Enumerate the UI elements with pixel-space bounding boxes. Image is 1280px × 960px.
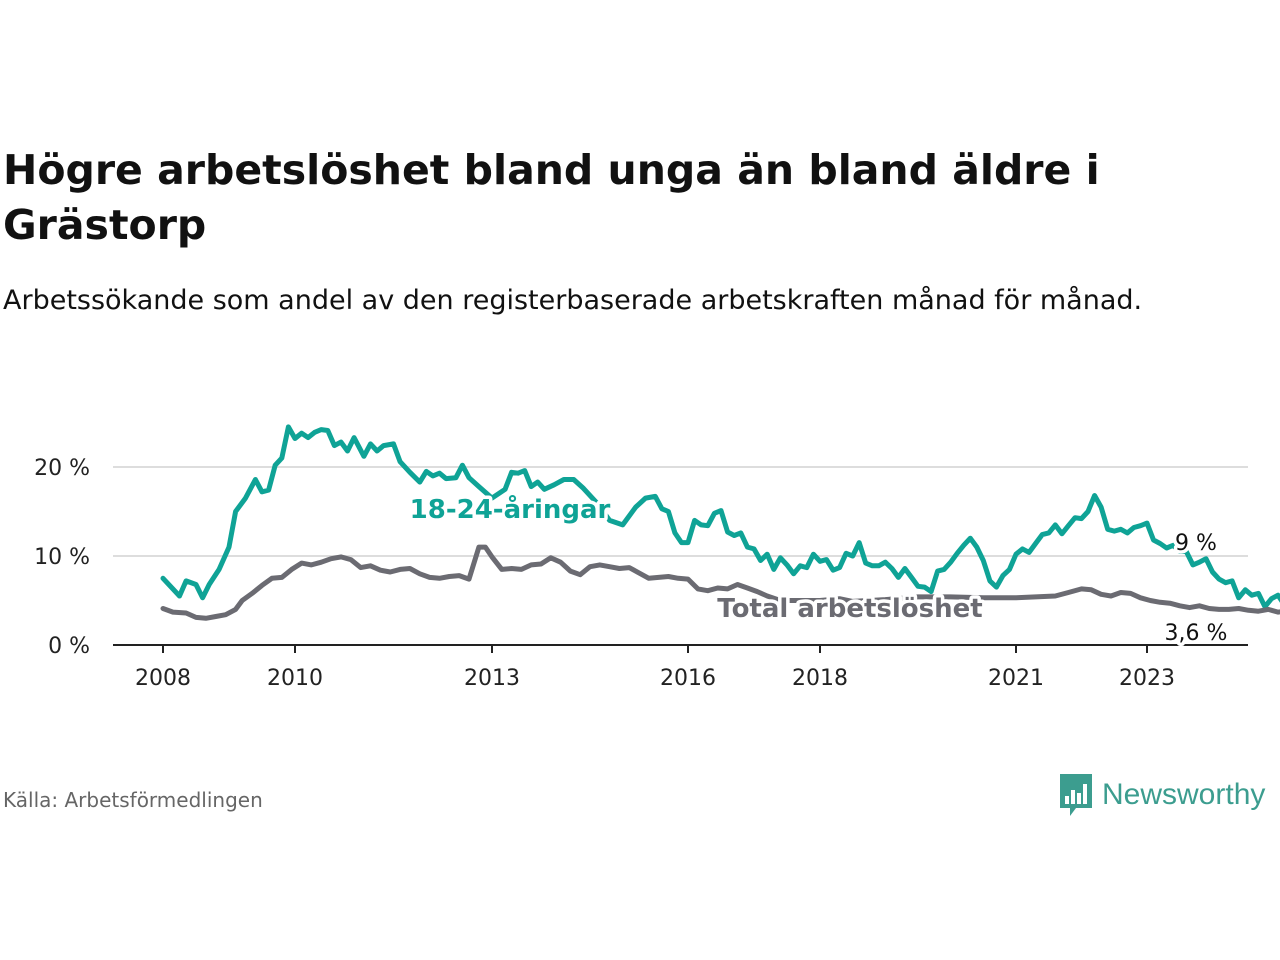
x-tick-label: 2021 (988, 666, 1044, 691)
x-tick-label: 2023 (1119, 666, 1175, 691)
bar-chart-logo-icon (1060, 774, 1092, 816)
youth-end-label-halo: 9 % (1175, 531, 1217, 556)
x-tick-label: 2010 (267, 666, 323, 691)
y-tick-label: 20 % (34, 456, 90, 481)
newsworthy-logo[interactable]: Newsworthy (1058, 772, 1265, 818)
x-tick-label: 2008 (135, 666, 191, 691)
total-end-label: 3,6 % (1165, 621, 1228, 646)
youth-series-label: 18-24-åringar (410, 493, 611, 525)
youth-series-line (160, 424, 1280, 610)
x-tick-label: 2013 (464, 666, 520, 691)
brand-name: Newsworthy (1102, 778, 1266, 811)
total-series-line (160, 544, 1280, 621)
youth-series-label-halo: 18-24-åringar (410, 493, 611, 525)
total-series-label-halo: Total arbetslöshet (717, 594, 982, 624)
source-note: Källa: Arbetsförmedlingen (3, 788, 263, 812)
y-tick-label: 10 % (34, 545, 90, 570)
x-axis: 2008 2010 2013 2016 2018 2021 2023 (113, 644, 1248, 691)
series-lines (160, 424, 1280, 621)
line-chart: 0 % 10 % 20 % 2008 2010 2013 2016 2018 2021 2023… (34, 424, 1280, 691)
total-series-label: Total arbetslöshet (717, 594, 982, 624)
chart-subtitle: Arbetssökande som andel av den registerb… (3, 285, 1143, 316)
gridlines: 0 % 10 % 20 % (34, 456, 1248, 659)
youth-end-label: 9 % (1175, 531, 1217, 556)
x-tick-label: 2016 (660, 666, 716, 691)
x-tick-label: 2018 (792, 666, 848, 691)
y-tick-label: 0 % (48, 634, 90, 659)
total-end-label-halo: 3,6 % (1165, 621, 1228, 646)
chart-title: Högre arbetslöshet bland unga än bland ä… (3, 146, 1100, 249)
